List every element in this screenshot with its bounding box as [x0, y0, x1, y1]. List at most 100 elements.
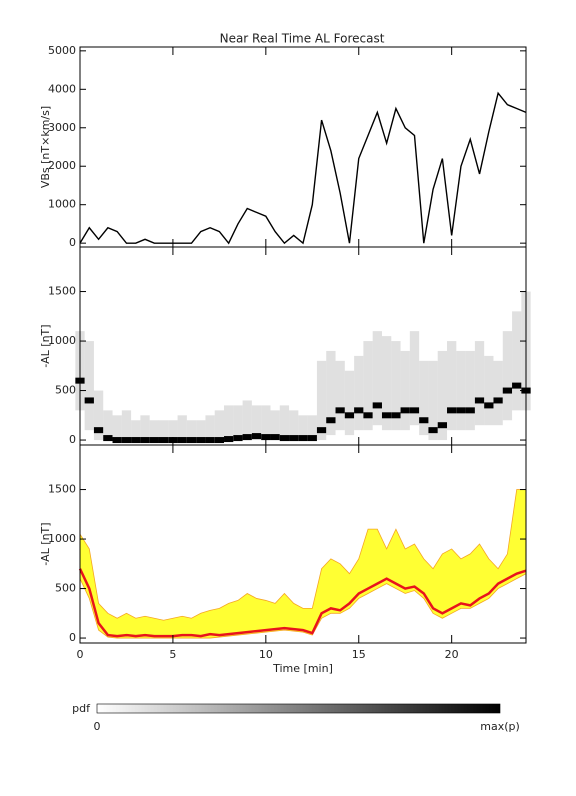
plot-frame: [79, 444, 527, 644]
spread-column: [158, 420, 169, 441]
spread-column: [419, 360, 429, 436]
peak-cell: [131, 437, 141, 444]
x-tick-label: 5: [169, 648, 176, 661]
spread-column: [233, 405, 243, 441]
spread-column: [251, 405, 262, 441]
spread-column: [140, 415, 150, 441]
peak-cell: [465, 407, 475, 414]
peak-cell: [474, 397, 485, 404]
peak-cell: [186, 437, 197, 444]
spread-column: [372, 331, 382, 426]
peak-cell: [456, 407, 466, 414]
spread-column: [196, 420, 206, 441]
spread-column: [354, 355, 364, 431]
y-tick-label: 500: [55, 582, 76, 595]
y-tick-label: 3000: [48, 121, 76, 134]
spread-column: [484, 355, 494, 426]
y-tick-label: 0: [69, 236, 76, 249]
spread-column: [512, 311, 522, 411]
peak-cell: [233, 435, 243, 442]
spread-column: [298, 415, 308, 441]
spread-column: [307, 415, 317, 441]
spread-column: [437, 350, 448, 441]
y-axis-label: -AL [nT]: [39, 324, 52, 367]
peak-cell: [307, 435, 317, 442]
x-tick-label: 20: [445, 648, 459, 661]
peak-cell: [279, 435, 290, 442]
spread-column: [447, 341, 457, 431]
spread-column: [474, 341, 485, 426]
peak-cell: [409, 407, 420, 414]
y-tick-label: 4000: [48, 82, 76, 95]
spread-column: [270, 410, 280, 441]
peak-cell: [381, 412, 392, 419]
spread-column: [493, 360, 503, 426]
peak-cell: [400, 407, 410, 414]
median-line: [78, 568, 527, 638]
spread-column: [381, 336, 392, 431]
spread-column: [224, 405, 234, 441]
y-axis-label: VBs [nT×km/s]: [39, 106, 52, 188]
peak-cell: [177, 437, 187, 444]
y-tick-label: 1500: [48, 285, 76, 298]
forecast-band: [79, 489, 527, 639]
spread-column: [214, 410, 225, 441]
peak-cell: [121, 437, 132, 444]
peak-cell: [502, 387, 513, 394]
peak-cell: [214, 437, 225, 444]
spread-column: [131, 420, 141, 441]
y-tick-label: 500: [55, 384, 76, 397]
peak-cell: [493, 397, 503, 404]
spread-column: [279, 405, 290, 441]
colorbar: [96, 703, 501, 714]
spread-column: [186, 420, 197, 441]
peak-cell: [391, 412, 401, 419]
peak-cell: [224, 436, 234, 443]
spread-column: [149, 420, 159, 441]
spread-column: [112, 415, 122, 441]
peak-cell: [428, 427, 438, 434]
spread-column: [409, 331, 420, 426]
peak-cell: [316, 427, 327, 434]
peak-cell: [103, 435, 113, 442]
spread-column: [84, 341, 94, 431]
peak-cell: [419, 417, 429, 424]
peak-cell: [437, 422, 448, 429]
x-axis-label: Time [min]: [272, 662, 333, 675]
peak-cell: [196, 437, 206, 444]
spread-column: [456, 350, 466, 431]
peak-cell: [140, 437, 150, 444]
peak-cell: [242, 434, 252, 441]
spread-column: [103, 410, 113, 441]
peak-cell: [84, 397, 94, 404]
peak-cell: [484, 402, 494, 409]
peak-cell: [354, 407, 364, 414]
spread-column: [121, 410, 132, 441]
peak-cell: [158, 437, 169, 444]
spread-column: [502, 331, 513, 421]
vbs-line: [79, 91, 527, 245]
x-tick-label: 10: [259, 648, 273, 661]
spread-column: [289, 410, 299, 441]
spread-column: [242, 400, 252, 441]
spread-column: [261, 405, 271, 441]
x-tick-label: 15: [352, 648, 366, 661]
peak-cell: [372, 402, 382, 409]
spread-column: [363, 341, 373, 431]
peak-cell: [205, 437, 215, 444]
y-tick-label: 1000: [48, 198, 76, 211]
peak-cell: [112, 437, 122, 444]
peak-cell: [251, 433, 262, 440]
plot-frame: [79, 46, 527, 248]
y-tick-label: 1500: [48, 483, 76, 496]
y-tick-label: 2000: [48, 159, 76, 172]
peak-cell: [363, 412, 373, 419]
chart-title: Near Real Time AL Forecast: [220, 32, 385, 46]
peak-cell: [289, 435, 299, 442]
peak-cell: [335, 407, 345, 414]
spread-column: [344, 370, 355, 436]
spread-column: [177, 415, 187, 441]
spread-column: [400, 350, 410, 431]
peak-cell: [447, 407, 457, 414]
